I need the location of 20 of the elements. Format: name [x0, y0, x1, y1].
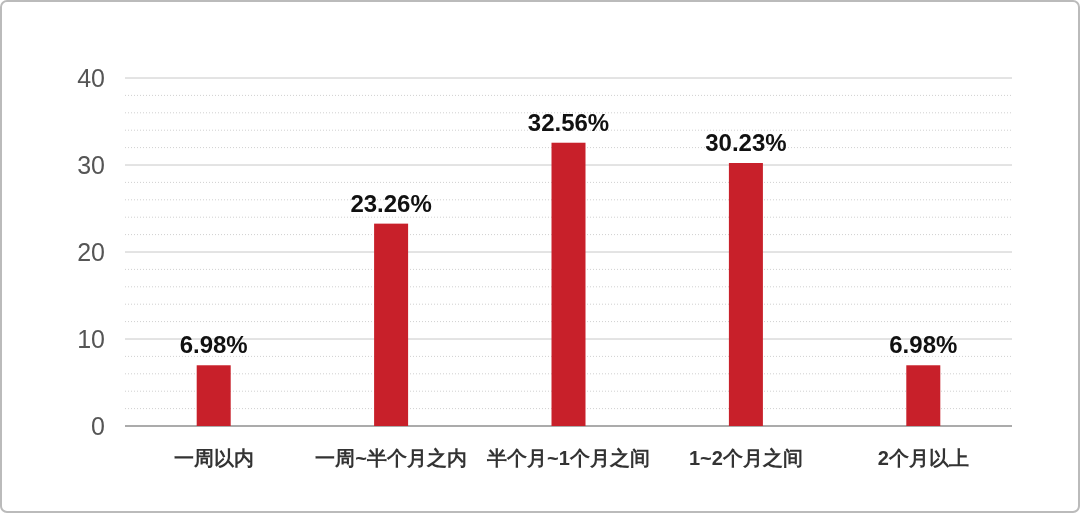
bar — [374, 223, 409, 426]
data-label: 6.98% — [889, 331, 958, 359]
bar — [551, 142, 586, 426]
x-tick-label: 1~2个月之间 — [688, 447, 803, 469]
x-tick-label: 一周以内 — [173, 447, 254, 469]
data-label: 23.26% — [350, 189, 432, 217]
data-label: 6.98% — [179, 331, 248, 359]
x-tick-label: 一周~半个月之内 — [315, 447, 467, 469]
y-tick-label: 20 — [77, 238, 105, 266]
data-label: 32.56% — [527, 108, 610, 136]
bar — [728, 163, 763, 426]
y-tick-label: 10 — [77, 325, 105, 353]
y-tick-label: 40 — [77, 64, 105, 92]
bar — [906, 365, 941, 426]
x-tick-label: 2个月以上 — [877, 447, 969, 469]
data-label: 30.23% — [705, 129, 787, 156]
y-tick-label: 0 — [91, 412, 105, 440]
y-tick-label: 30 — [77, 151, 105, 179]
bar — [196, 365, 231, 426]
x-tick-label: 半个月~1个月之间 — [486, 447, 650, 469]
